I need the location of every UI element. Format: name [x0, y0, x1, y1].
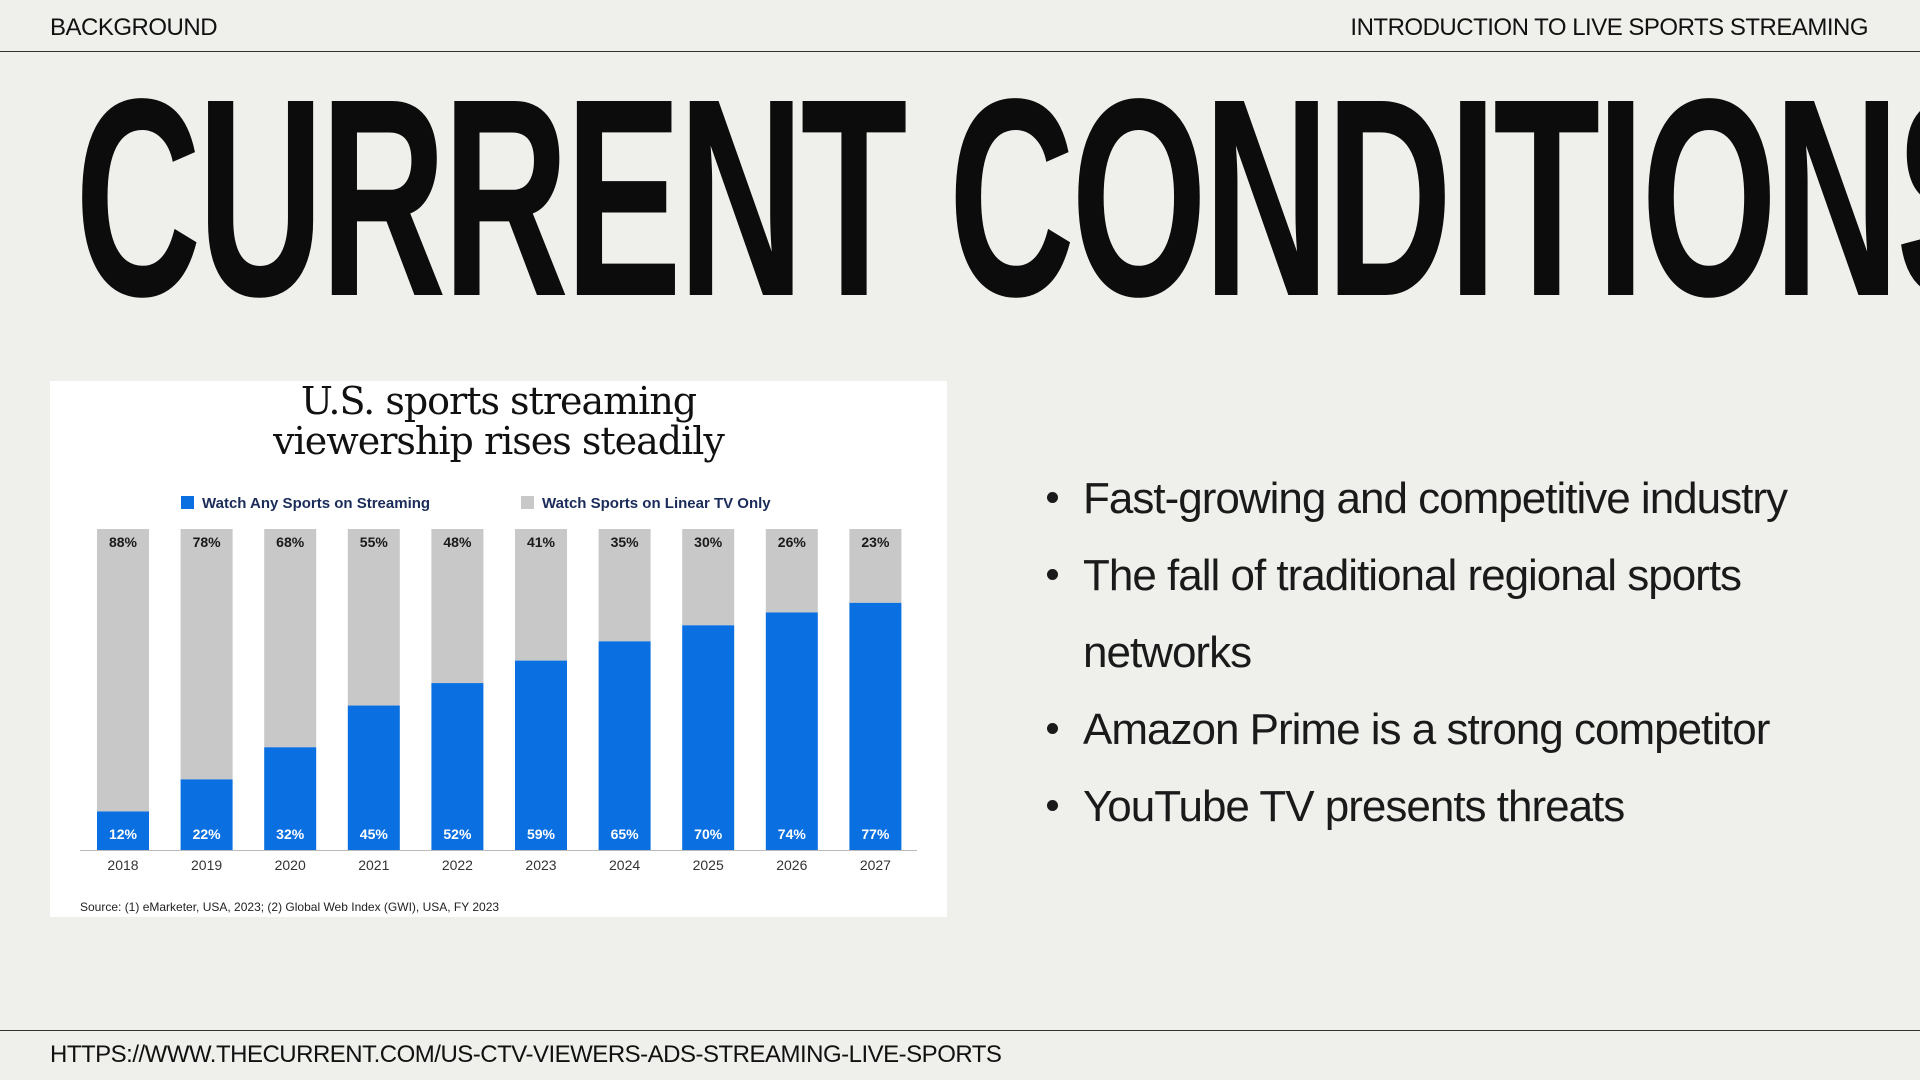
legend-item-linear: Watch Sports on Linear TV Only — [521, 495, 771, 512]
data-label-linear: 26% — [778, 534, 807, 550]
chart-source: Source: (1) eMarketer, USA, 2023; (2) Gl… — [80, 900, 500, 914]
data-label-streaming: 12% — [109, 826, 138, 842]
data-label-streaming: 65% — [611, 826, 640, 842]
source-url: HTTPS://WWW.THECURRENT.COM/US-CTV-VIEWER… — [50, 1041, 1002, 1068]
x-tick-label: 2025 — [693, 857, 724, 873]
bar-segment-streaming — [765, 612, 818, 850]
x-tick-label: 2024 — [609, 857, 640, 873]
bar-segment-linear — [598, 529, 651, 642]
data-label-streaming: 22% — [193, 826, 222, 842]
presentation-title: INTRODUCTION TO LIVE SPORTS STREAMING — [1350, 14, 1868, 41]
chart-title-line1: U.S. sports streaming — [300, 379, 697, 423]
bar-segment-streaming — [515, 660, 567, 850]
x-tick-label: 2021 — [358, 857, 389, 873]
x-tick-label: 2020 — [275, 857, 306, 873]
section-label: BACKGROUND — [50, 14, 218, 41]
stacked-bar-chart: 88% 12% 2018 78% 22% 2019 68% 32% 2020 55% 45% 2021… — [80, 529, 917, 873]
legend-swatch-linear — [521, 496, 534, 509]
data-label-linear: 23% — [861, 534, 890, 550]
bar-segment-streaming — [431, 683, 484, 850]
bullet-list: Fast-growing and competitive industry Th… — [1045, 460, 1865, 845]
x-tick-label: 2018 — [107, 857, 138, 873]
data-label-streaming: 70% — [694, 826, 723, 842]
data-label-streaming: 45% — [360, 826, 389, 842]
bar-segment-linear — [264, 529, 317, 748]
data-label-linear: 68% — [276, 534, 305, 550]
data-label-streaming: 32% — [276, 826, 305, 842]
bottom-divider — [0, 1030, 1920, 1031]
chart-title-line2: viewership rises steadily — [273, 419, 725, 463]
data-label-streaming: 52% — [443, 826, 472, 842]
data-label-linear: 78% — [193, 534, 222, 550]
bar-segment-streaming — [849, 602, 902, 850]
chart-card: U.S. sports streaming viewership rises s… — [50, 381, 947, 917]
x-tick-label: 2022 — [442, 857, 473, 873]
bar-segment-linear — [765, 529, 818, 613]
bar-segment-linear — [849, 529, 902, 603]
data-label-linear: 88% — [109, 534, 138, 550]
bar-segment-streaming — [264, 747, 317, 850]
bar-segment-streaming — [598, 641, 651, 850]
data-label-streaming: 59% — [527, 826, 556, 842]
bullet-item: Fast-growing and competitive industry — [1045, 460, 1865, 537]
data-label-streaming: 74% — [778, 826, 807, 842]
bar-segment-linear — [97, 529, 149, 812]
legend-label-streaming: Watch Any Sports on Streaming — [202, 495, 431, 512]
bar-segment-linear — [180, 529, 233, 780]
x-tick-label: 2026 — [776, 857, 807, 873]
x-tick-label: 2023 — [525, 857, 556, 873]
legend-swatch-streaming — [181, 496, 194, 509]
bullet-item: YouTube TV presents threats — [1045, 768, 1865, 845]
slide-title: CURRENT CONDITIONS — [75, 40, 1920, 355]
data-label-streaming: 77% — [861, 826, 890, 842]
bar-segment-streaming — [97, 811, 149, 850]
data-label-linear: 35% — [611, 534, 640, 550]
data-label-linear: 41% — [527, 534, 556, 550]
bar-segment-streaming — [180, 779, 233, 850]
bar-segment-linear — [347, 529, 400, 706]
bar-segment-linear — [431, 529, 484, 684]
x-tick-label: 2027 — [860, 857, 891, 873]
bar-segment-streaming — [347, 705, 400, 850]
x-tick-label: 2019 — [191, 857, 222, 873]
legend-item-streaming: Watch Any Sports on Streaming — [181, 495, 430, 512]
data-label-linear: 55% — [360, 534, 389, 550]
top-divider — [0, 51, 1920, 52]
bar-segment-linear — [515, 529, 567, 661]
bullet-item: The fall of traditional regional sports … — [1045, 537, 1865, 691]
bar-segment-streaming — [682, 625, 735, 850]
bar-segment-linear — [682, 529, 735, 626]
legend-label-linear: Watch Sports on Linear TV Only — [542, 495, 771, 512]
data-label-linear: 48% — [443, 534, 472, 550]
bullet-item: Amazon Prime is a strong competitor — [1045, 691, 1865, 768]
data-label-linear: 30% — [694, 534, 723, 550]
